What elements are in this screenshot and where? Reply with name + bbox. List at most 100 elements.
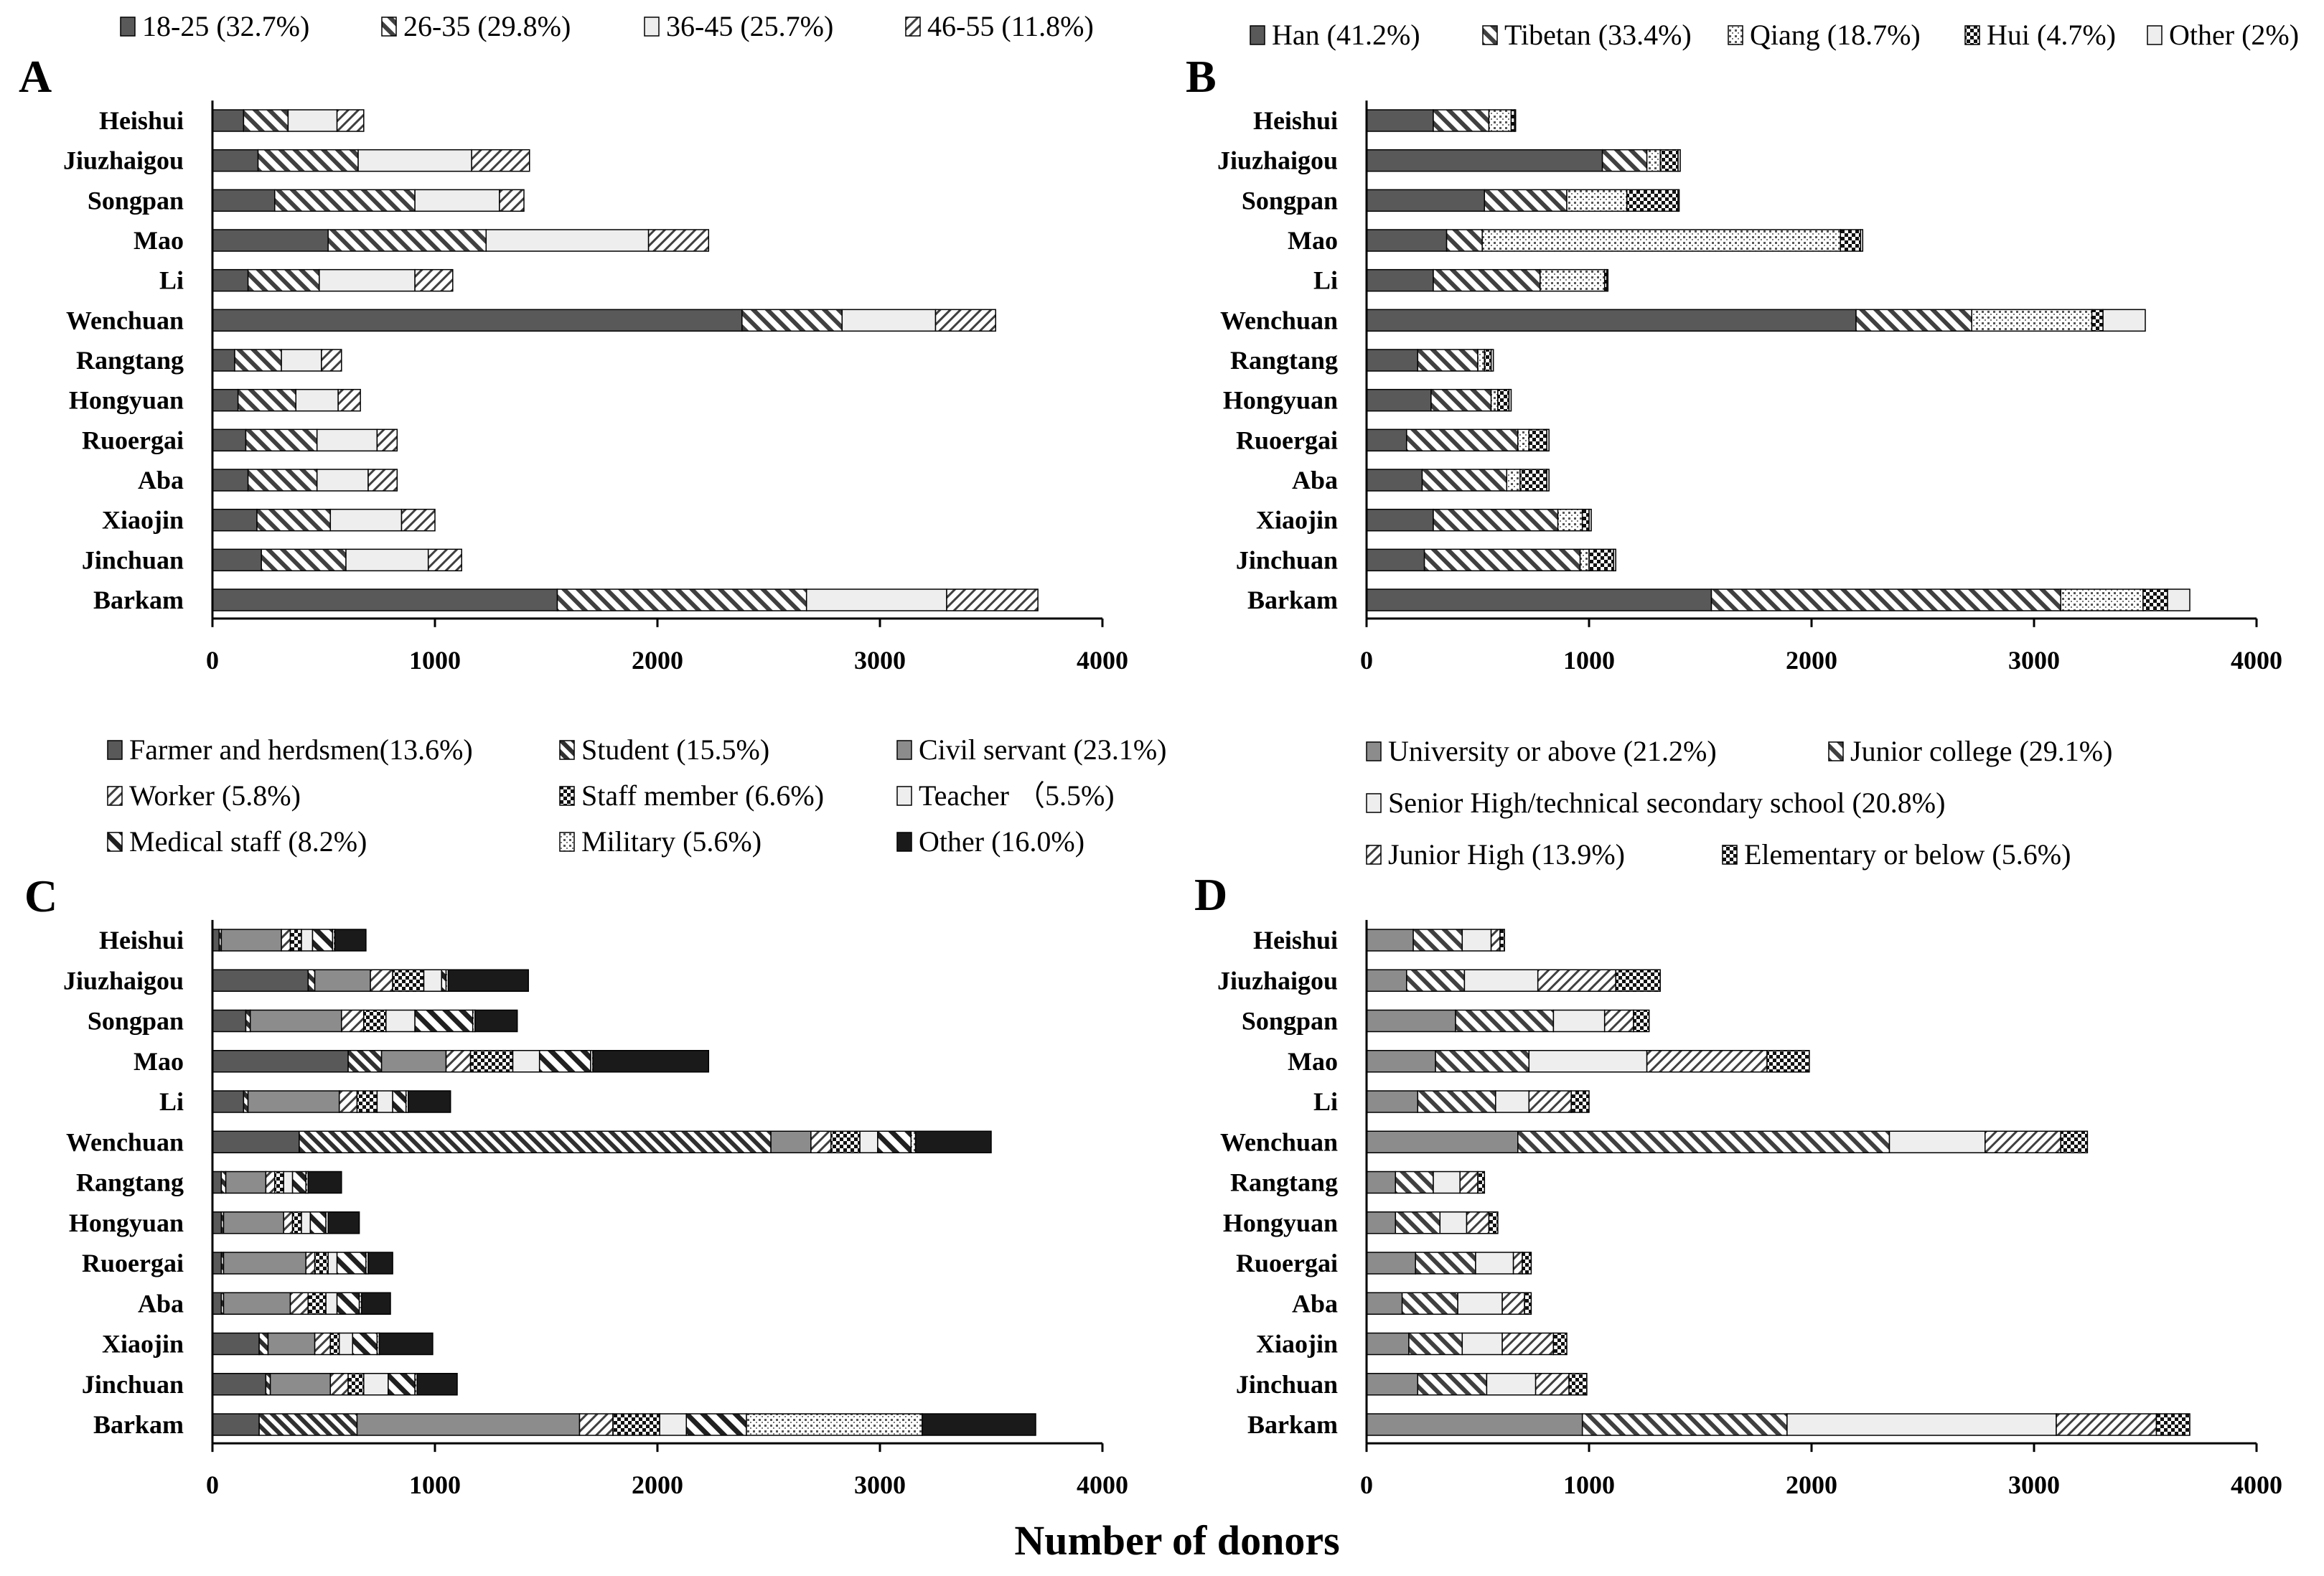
- bar-barkam-farmer-and-herdsmen-13-6: [212, 1413, 260, 1436]
- bar-mao-hui-4-7: [1840, 229, 1861, 252]
- bar-hongyuan-junior-high-13-9: [1466, 1211, 1490, 1234]
- bar-aba-elementary-or-below-5-6: [1524, 1292, 1532, 1315]
- bar-ruoergai-other-16-0: [367, 1252, 393, 1275]
- category-label-li: Li: [159, 1087, 184, 1116]
- bar-jiuzhaigou-medical-staff-8-2: [441, 969, 447, 992]
- x-tick-label-2000: 2000: [632, 646, 683, 675]
- bar-xiaojin-university-or-above-21-2: [1366, 1332, 1410, 1356]
- bar-wenchuan-elementary-or-below-5-6: [2060, 1130, 2089, 1153]
- category-label-songpan: Songpan: [88, 186, 184, 215]
- bar-aba-worker-5-8: [289, 1292, 309, 1315]
- bar-rangtang-26-35-29-8: [234, 349, 282, 372]
- category-label-xiaojin: Xiaojin: [1256, 506, 1338, 535]
- bar-songpan-elementary-or-below-5-6: [1633, 1009, 1650, 1033]
- category-label-heishui: Heishui: [1253, 926, 1338, 954]
- category-label-jiuzhaigou: Jiuzhaigou: [63, 966, 184, 995]
- x-tick-label-3000: 3000: [854, 646, 906, 675]
- bar-xiaojin-civil-servant-23-1: [267, 1332, 316, 1356]
- bar-heishui-teacher-5-5: [301, 929, 314, 952]
- bar-mao-farmer-and-herdsmen-13-6: [212, 1050, 349, 1073]
- bar-rangtang-18-25-32-7: [212, 349, 235, 372]
- bar-songpan-junior-college-29-1: [1455, 1009, 1555, 1033]
- bar-heishui-tibetan-33-4: [1433, 109, 1490, 132]
- bar-jinchuan-university-or-above-21-2: [1366, 1373, 1419, 1396]
- bar-ruoergai-elementary-or-below-5-6: [1522, 1252, 1532, 1275]
- bar-rangtang-other-2: [1490, 349, 1494, 372]
- bar-wenchuan-hui-4-7: [2091, 309, 2104, 332]
- bar-songpan-medical-staff-8-2: [414, 1009, 474, 1033]
- bar-songpan-26-35-29-8: [274, 189, 416, 212]
- bar-heishui-senior-high-technical-secondary-school-20-8: [1461, 929, 1492, 952]
- bar-jinchuan-26-35-29-8: [261, 548, 347, 572]
- bar-songpan-university-or-above-21-2: [1366, 1009, 1456, 1033]
- legend-swatch-medical-staff-8-2: [107, 832, 123, 852]
- bar-jiuzhaigou-han-41-2: [1366, 149, 1603, 172]
- bar-hongyuan-senior-high-technical-secondary-school-20-8: [1439, 1211, 1468, 1234]
- bar-aba-university-or-above-21-2: [1366, 1292, 1403, 1315]
- bar-heishui-other-2: [1514, 109, 1517, 132]
- bar-li-36-45-25-7: [319, 268, 416, 292]
- bar-hongyuan-han-41-2: [1366, 388, 1432, 412]
- bar-jinchuan-senior-high-technical-secondary-school-20-8: [1486, 1373, 1537, 1396]
- bar-barkam-36-45-25-7: [805, 588, 947, 611]
- bar-jinchuan-junior-college-29-1: [1417, 1373, 1488, 1396]
- legend-swatch-civil-servant-23-1: [896, 740, 912, 760]
- bar-ruoergai-staff-member-6-6: [314, 1252, 329, 1275]
- legend-swatch-hui-4-7: [1964, 25, 1980, 45]
- x-tick-label-0: 0: [1360, 1471, 1373, 1499]
- category-label-jinchuan: Jinchuan: [82, 1370, 184, 1399]
- category-label-mao: Mao: [133, 1047, 184, 1076]
- legend-swatch-junior-college-29-1: [1828, 741, 1844, 761]
- bar-songpan-student-15-5: [245, 1009, 251, 1033]
- bar-barkam-qiang-18-7: [2060, 588, 2144, 611]
- bar-li-junior-college-29-1: [1417, 1090, 1496, 1113]
- legend-label-student-15-5: Student (15.5%): [581, 733, 769, 766]
- bar-rangtang-junior-high-13-9: [1459, 1171, 1479, 1194]
- bar-xiaojin-other-16-0: [378, 1332, 434, 1356]
- bar-songpan-qiang-18-7: [1566, 189, 1628, 212]
- category-label-hongyuan: Hongyuan: [1223, 1209, 1338, 1237]
- bar-aba-civil-servant-23-1: [222, 1292, 291, 1315]
- legend-label-han-41-2: Han (41.2%): [1272, 19, 1420, 51]
- bar-heishui-26-35-29-8: [243, 109, 289, 132]
- bar-mao-staff-member-6-6: [469, 1050, 514, 1073]
- bar-barkam-26-35-29-8: [556, 588, 807, 611]
- bar-xiaojin-junior-high-13-9: [1501, 1332, 1555, 1356]
- bar-li-university-or-above-21-2: [1366, 1090, 1419, 1113]
- bar-xiaojin-hui-4-7: [1581, 508, 1590, 532]
- bar-xiaojin-46-55-11-8: [400, 508, 436, 532]
- x-tick-label-4000: 4000: [2231, 646, 2282, 675]
- charts-layer: A 18-25 (32.7%) 26-35 (29.8%) 36-45 (25.7%)…: [19, 10, 2299, 1499]
- legend-swatch-qiang-18-7: [1728, 25, 1743, 45]
- bar-ruoergai-junior-high-13-9: [1512, 1252, 1523, 1275]
- legend-swatch-18-25-32-7: [120, 17, 136, 37]
- bar-hongyuan-18-25-32-7: [212, 388, 239, 412]
- bar-hongyuan-junior-college-29-1: [1395, 1211, 1441, 1234]
- bar-mao-other-16-0: [592, 1050, 710, 1073]
- bar-wenchuan-qiang-18-7: [1971, 309, 2093, 332]
- category-label-wenchuan: Wenchuan: [66, 306, 184, 334]
- category-label-barkam: Barkam: [1247, 586, 1338, 614]
- bar-jinchuan-hui-4-7: [1588, 548, 1614, 572]
- bar-heishui-qiang-18-7: [1488, 109, 1512, 132]
- bar-mao-46-55-11-8: [647, 229, 710, 252]
- bar-barkam-university-or-above-21-2: [1366, 1413, 1583, 1436]
- bar-rangtang-university-or-above-21-2: [1366, 1171, 1397, 1194]
- bar-jinchuan-qiang-18-7: [1579, 548, 1590, 572]
- bar-barkam-staff-member-6-6: [612, 1413, 660, 1436]
- bar-heishui-other-16-0: [334, 929, 367, 952]
- category-label-hongyuan: Hongyuan: [69, 386, 184, 415]
- bar-li-junior-high-13-9: [1528, 1090, 1572, 1113]
- legend-label-medical-staff-8-2: Medical staff (8.2%): [129, 825, 367, 858]
- bar-heishui-36-45-25-7: [287, 109, 338, 132]
- bar-wenchuan-other-16-0: [914, 1130, 992, 1153]
- panel-label-a: A: [19, 51, 52, 102]
- bar-xiaojin-han-41-2: [1366, 508, 1434, 532]
- x-tick-label-3000: 3000: [2008, 646, 2060, 675]
- legend-label-military-5-6: Military (5.6%): [581, 825, 762, 858]
- category-label-ruoergai: Ruoergai: [1236, 426, 1338, 454]
- x-tick-label-2000: 2000: [1786, 646, 1837, 675]
- bar-hongyuan-46-55-11-8: [337, 388, 361, 412]
- category-label-jinchuan: Jinchuan: [82, 545, 184, 574]
